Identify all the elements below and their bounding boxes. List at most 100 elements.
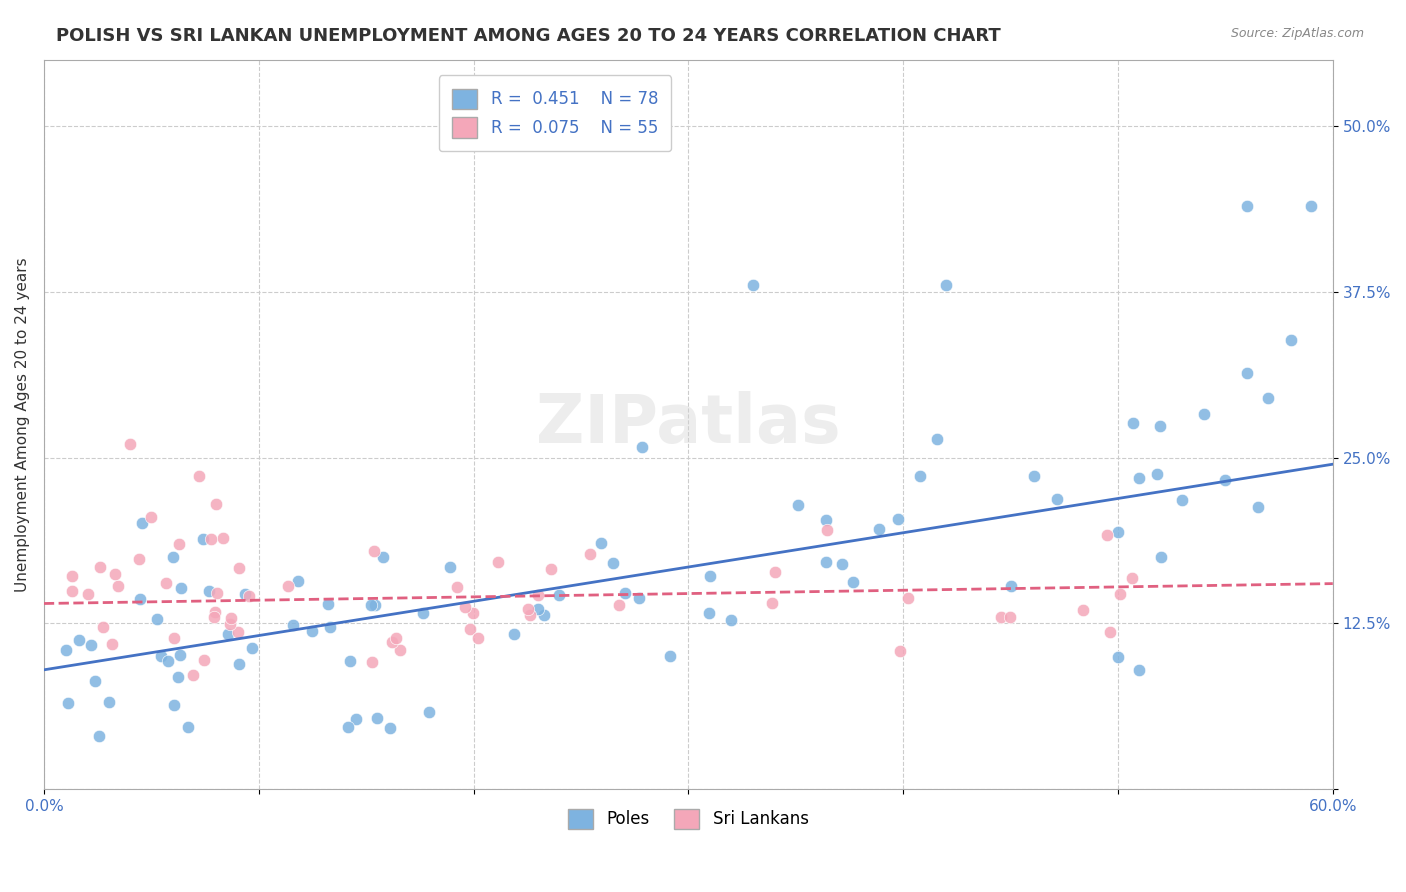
Point — [1122, 416, 1144, 430]
Point — [1257, 391, 1279, 405]
Point — [228, 561, 250, 575]
Point — [67, 632, 90, 647]
Point — [533, 607, 555, 622]
Point — [458, 622, 481, 636]
Point — [786, 498, 808, 512]
Point — [699, 569, 721, 583]
Point — [763, 565, 786, 579]
Point — [1279, 333, 1302, 347]
Point — [204, 497, 226, 511]
Point — [212, 532, 235, 546]
Point — [1045, 492, 1067, 507]
Point — [167, 537, 190, 551]
Point — [226, 625, 249, 640]
Point — [146, 612, 169, 626]
Point — [935, 278, 957, 293]
Point — [467, 631, 489, 645]
Point — [1149, 419, 1171, 434]
Point — [1121, 571, 1143, 585]
Point — [176, 720, 198, 734]
Text: Source: ZipAtlas.com: Source: ZipAtlas.com — [1230, 27, 1364, 40]
Point — [301, 624, 323, 638]
Point — [84, 673, 107, 688]
Point — [163, 631, 186, 645]
Point — [188, 468, 211, 483]
Point — [366, 711, 388, 725]
Point — [631, 440, 654, 454]
Point — [202, 610, 225, 624]
Point — [60, 584, 83, 599]
Point — [219, 611, 242, 625]
Point — [389, 643, 412, 657]
Point — [238, 589, 260, 603]
Point — [815, 524, 838, 538]
Point — [1000, 578, 1022, 592]
Point — [318, 620, 340, 634]
Point — [181, 668, 204, 682]
Point — [868, 522, 890, 536]
Point — [697, 606, 720, 620]
Point — [439, 560, 461, 574]
Point — [193, 532, 215, 546]
Point — [316, 597, 339, 611]
Point — [589, 536, 612, 550]
Point — [486, 555, 509, 569]
Point — [197, 584, 219, 599]
Point — [1109, 587, 1132, 601]
Point — [1128, 663, 1150, 677]
Point — [998, 609, 1021, 624]
Point — [1146, 467, 1168, 481]
Point — [527, 602, 550, 616]
Point — [107, 579, 129, 593]
Point — [579, 547, 602, 561]
Point — [89, 729, 111, 743]
Point — [517, 601, 540, 615]
Legend: Poles, Sri Lankans: Poles, Sri Lankans — [561, 802, 815, 836]
Point — [233, 587, 256, 601]
Point — [200, 532, 222, 546]
Point — [540, 562, 562, 576]
Point — [613, 586, 636, 600]
Point — [381, 635, 404, 649]
Text: ZIPatlas: ZIPatlas — [536, 392, 841, 458]
Point — [1150, 549, 1173, 564]
Point — [205, 586, 228, 600]
Point — [129, 591, 152, 606]
Point — [1128, 471, 1150, 485]
Point — [418, 705, 440, 719]
Point — [502, 627, 524, 641]
Point — [446, 580, 468, 594]
Point — [155, 576, 177, 591]
Point — [548, 588, 571, 602]
Point — [360, 598, 382, 612]
Point — [55, 642, 77, 657]
Point — [461, 606, 484, 620]
Point — [990, 610, 1012, 624]
Point — [118, 437, 141, 451]
Point — [287, 574, 309, 588]
Point — [363, 543, 385, 558]
Point — [163, 698, 186, 712]
Point — [889, 643, 911, 657]
Point — [378, 721, 401, 735]
Point — [384, 631, 406, 645]
Point — [193, 653, 215, 667]
Point — [908, 468, 931, 483]
Point — [1301, 198, 1323, 212]
Point — [77, 587, 100, 601]
Point — [218, 617, 240, 632]
Point — [1247, 500, 1270, 514]
Point — [842, 575, 865, 590]
Point — [128, 552, 150, 566]
Point — [527, 588, 550, 602]
Point — [169, 648, 191, 662]
Point — [609, 599, 631, 613]
Point — [1171, 492, 1194, 507]
Point — [98, 695, 121, 709]
Point — [277, 578, 299, 592]
Text: POLISH VS SRI LANKAN UNEMPLOYMENT AMONG AGES 20 TO 24 YEARS CORRELATION CHART: POLISH VS SRI LANKAN UNEMPLOYMENT AMONG … — [56, 27, 1001, 45]
Point — [412, 606, 434, 620]
Point — [720, 613, 742, 627]
Point — [831, 557, 853, 571]
Point — [1236, 366, 1258, 380]
